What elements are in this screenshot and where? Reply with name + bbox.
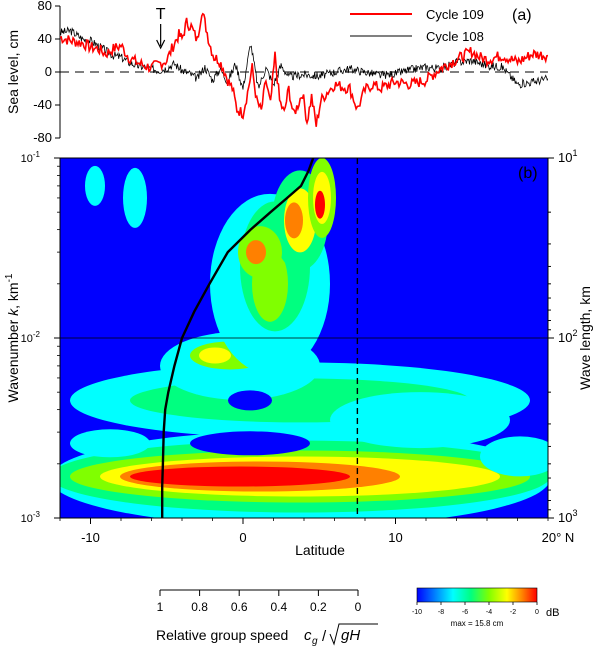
legend: Cycle 109 Cycle 108 [350, 7, 484, 44]
colorbar-tick-label: -10 [412, 609, 422, 616]
panel-b-xtick-end-label: 20° N [542, 530, 575, 545]
panel-a-ytick-label: 0 [45, 64, 52, 79]
annotation-arrow-icon [156, 24, 166, 50]
group-speed-tick-label: 0 [355, 600, 362, 614]
formula-gh: gH [341, 627, 360, 644]
group-speed-tick-label: 0.4 [270, 600, 287, 614]
group-speed-label: Relative group speed [156, 627, 288, 643]
panel-b-ytick-label: 10-3 [21, 510, 41, 525]
panel-b-ytick-label: 10-2 [21, 330, 41, 345]
group-speed-formula: c g / gH [304, 623, 378, 647]
panel-a: 80 40 0 -40 -80 Sea level, cm T Cycle 109 Cy… [5, 0, 548, 145]
heat-band [123, 167, 147, 228]
panel-a-ytick-label: -80 [33, 130, 52, 145]
panel-b-xtick-label: -10 [81, 530, 100, 545]
panel-a-y-ticks: 80 40 0 -40 -80 [33, 0, 60, 145]
heat-band [199, 347, 231, 364]
colorbar-max-label: max = 15.8 cm [451, 619, 504, 628]
heat-band [480, 436, 548, 477]
group-speed-ticks: 1 0.8 0.6 0.4 0.2 0 [157, 590, 362, 614]
group-speed-tick-label: 0.8 [191, 600, 208, 614]
panel-b-ytick-label: 10-1 [21, 150, 41, 165]
colorbar-unit: dB [546, 607, 559, 619]
group-speed-curve [160, 158, 315, 518]
panel-b-y2tick-label: 103 [558, 508, 577, 525]
panel-b-y2tick-label: 101 [558, 148, 577, 165]
annotation-t: T [156, 6, 166, 23]
colorbar-tick-label: 0 [535, 609, 539, 616]
series-line-cycle-109 [60, 12, 548, 127]
panel-b-y2tick-label: 102 [558, 328, 577, 345]
heat-band [285, 202, 303, 239]
colorbar: -10 -8 -6 -4 -2 0 dB max = 15.8 cm [412, 587, 559, 628]
panel-a-ytick-label: 40 [38, 31, 52, 46]
heat-band [330, 392, 510, 449]
group-speed-tick-label: 1 [157, 600, 164, 614]
legend-label-cycle-109: Cycle 109 [426, 7, 484, 22]
panel-b-x-ticks: -10 0 10 20° N [59, 518, 575, 545]
colorbar-bar [416, 587, 538, 603]
legend-label-cycle-108: Cycle 108 [426, 29, 484, 44]
panel-a-ylabel: Sea level, cm [5, 30, 21, 114]
panel-a-label: (a) [512, 7, 532, 24]
heat-band [70, 429, 150, 458]
panel-b-xtick-label: 0 [239, 530, 246, 545]
colorbar-tick-label: -4 [486, 609, 492, 616]
formula-subscript-g: g [312, 636, 318, 647]
heat-band [190, 431, 310, 456]
panel-b-label: (b) [518, 165, 538, 182]
heat-band [315, 190, 325, 219]
colorbar-tick-label: -2 [510, 609, 516, 616]
group-speed-tick-label: 0.6 [231, 600, 248, 614]
panel-b: -10 0 10 20° N 10-1 10-2 10-3 101 102 103 (b) L… [4, 148, 593, 558]
heat-band [228, 390, 272, 411]
colorbar-ticks: -10 -8 -6 -4 -2 0 [412, 602, 539, 616]
panel-b-xtick-label: 10 [388, 530, 402, 545]
panel-a-ytick-label: 80 [38, 0, 52, 13]
panel-b-ylabel: Wavenumber k, km-1 [4, 273, 21, 402]
heat-band [85, 165, 105, 206]
group-speed-axis: 1 0.8 0.6 0.4 0.2 0 Relative group speed c g … [156, 589, 378, 647]
series-line-cycle-108 [60, 26, 548, 90]
colorbar-tick-label: -8 [438, 609, 444, 616]
heat-band [246, 240, 266, 265]
colorbar-tick-label: -6 [462, 609, 468, 616]
panel-b-xlabel: Latitude [295, 542, 345, 558]
panel-b-y-ticks: 10-1 10-2 10-3 [21, 150, 60, 525]
heat-band [130, 466, 350, 487]
group-speed-tick-label: 0.2 [310, 600, 327, 614]
panel-b-y2-ticks: 101 102 103 [548, 148, 577, 525]
formula-c: c [304, 627, 312, 644]
sqrt-icon [329, 623, 378, 646]
heatmap-field [60, 158, 548, 518]
panel-a-ytick-label: -40 [33, 97, 52, 112]
panel-b-y2label: Wave length, km [577, 286, 593, 390]
formula-slash: / [322, 628, 327, 645]
